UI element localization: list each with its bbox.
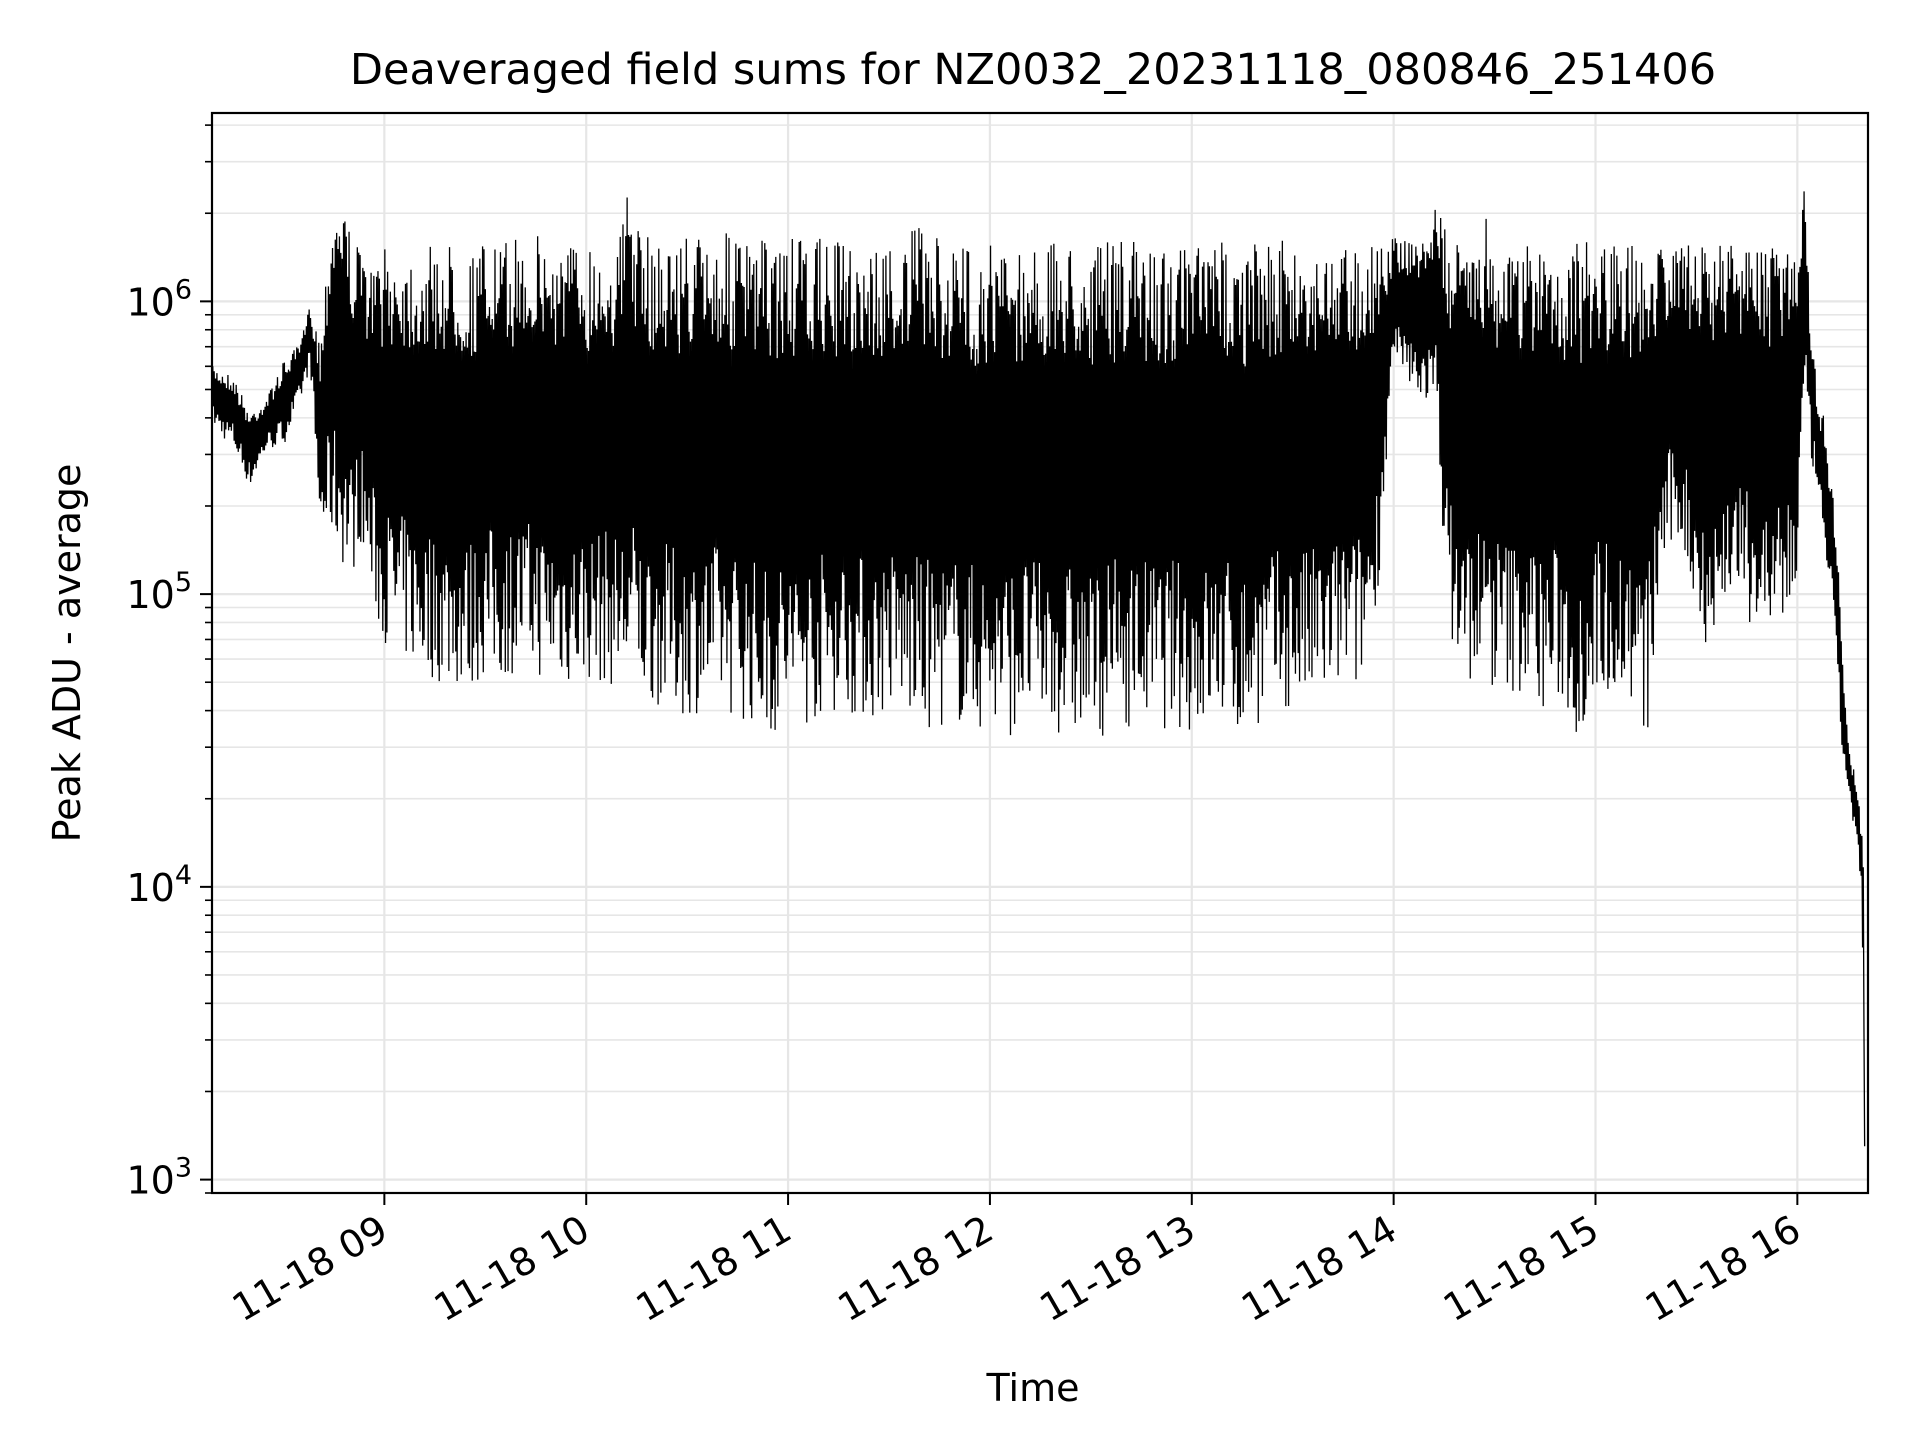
series-line: [212, 191, 1866, 1147]
axes: [200, 111, 1870, 1205]
y-tick-label: 105: [126, 567, 192, 617]
plot-frame: [210, 111, 1870, 1195]
chart-title: Deaveraged field sums for NZ0032_2023111…: [350, 45, 1716, 95]
data-series: [212, 191, 1866, 1147]
y-tick-label: 103: [126, 1153, 192, 1203]
y-axis-label: Peak ADU - average: [45, 464, 89, 843]
y-tick-label: 106: [126, 274, 192, 324]
x-axis-label: Time: [986, 1366, 1080, 1410]
y-tick-label: 104: [126, 860, 192, 910]
